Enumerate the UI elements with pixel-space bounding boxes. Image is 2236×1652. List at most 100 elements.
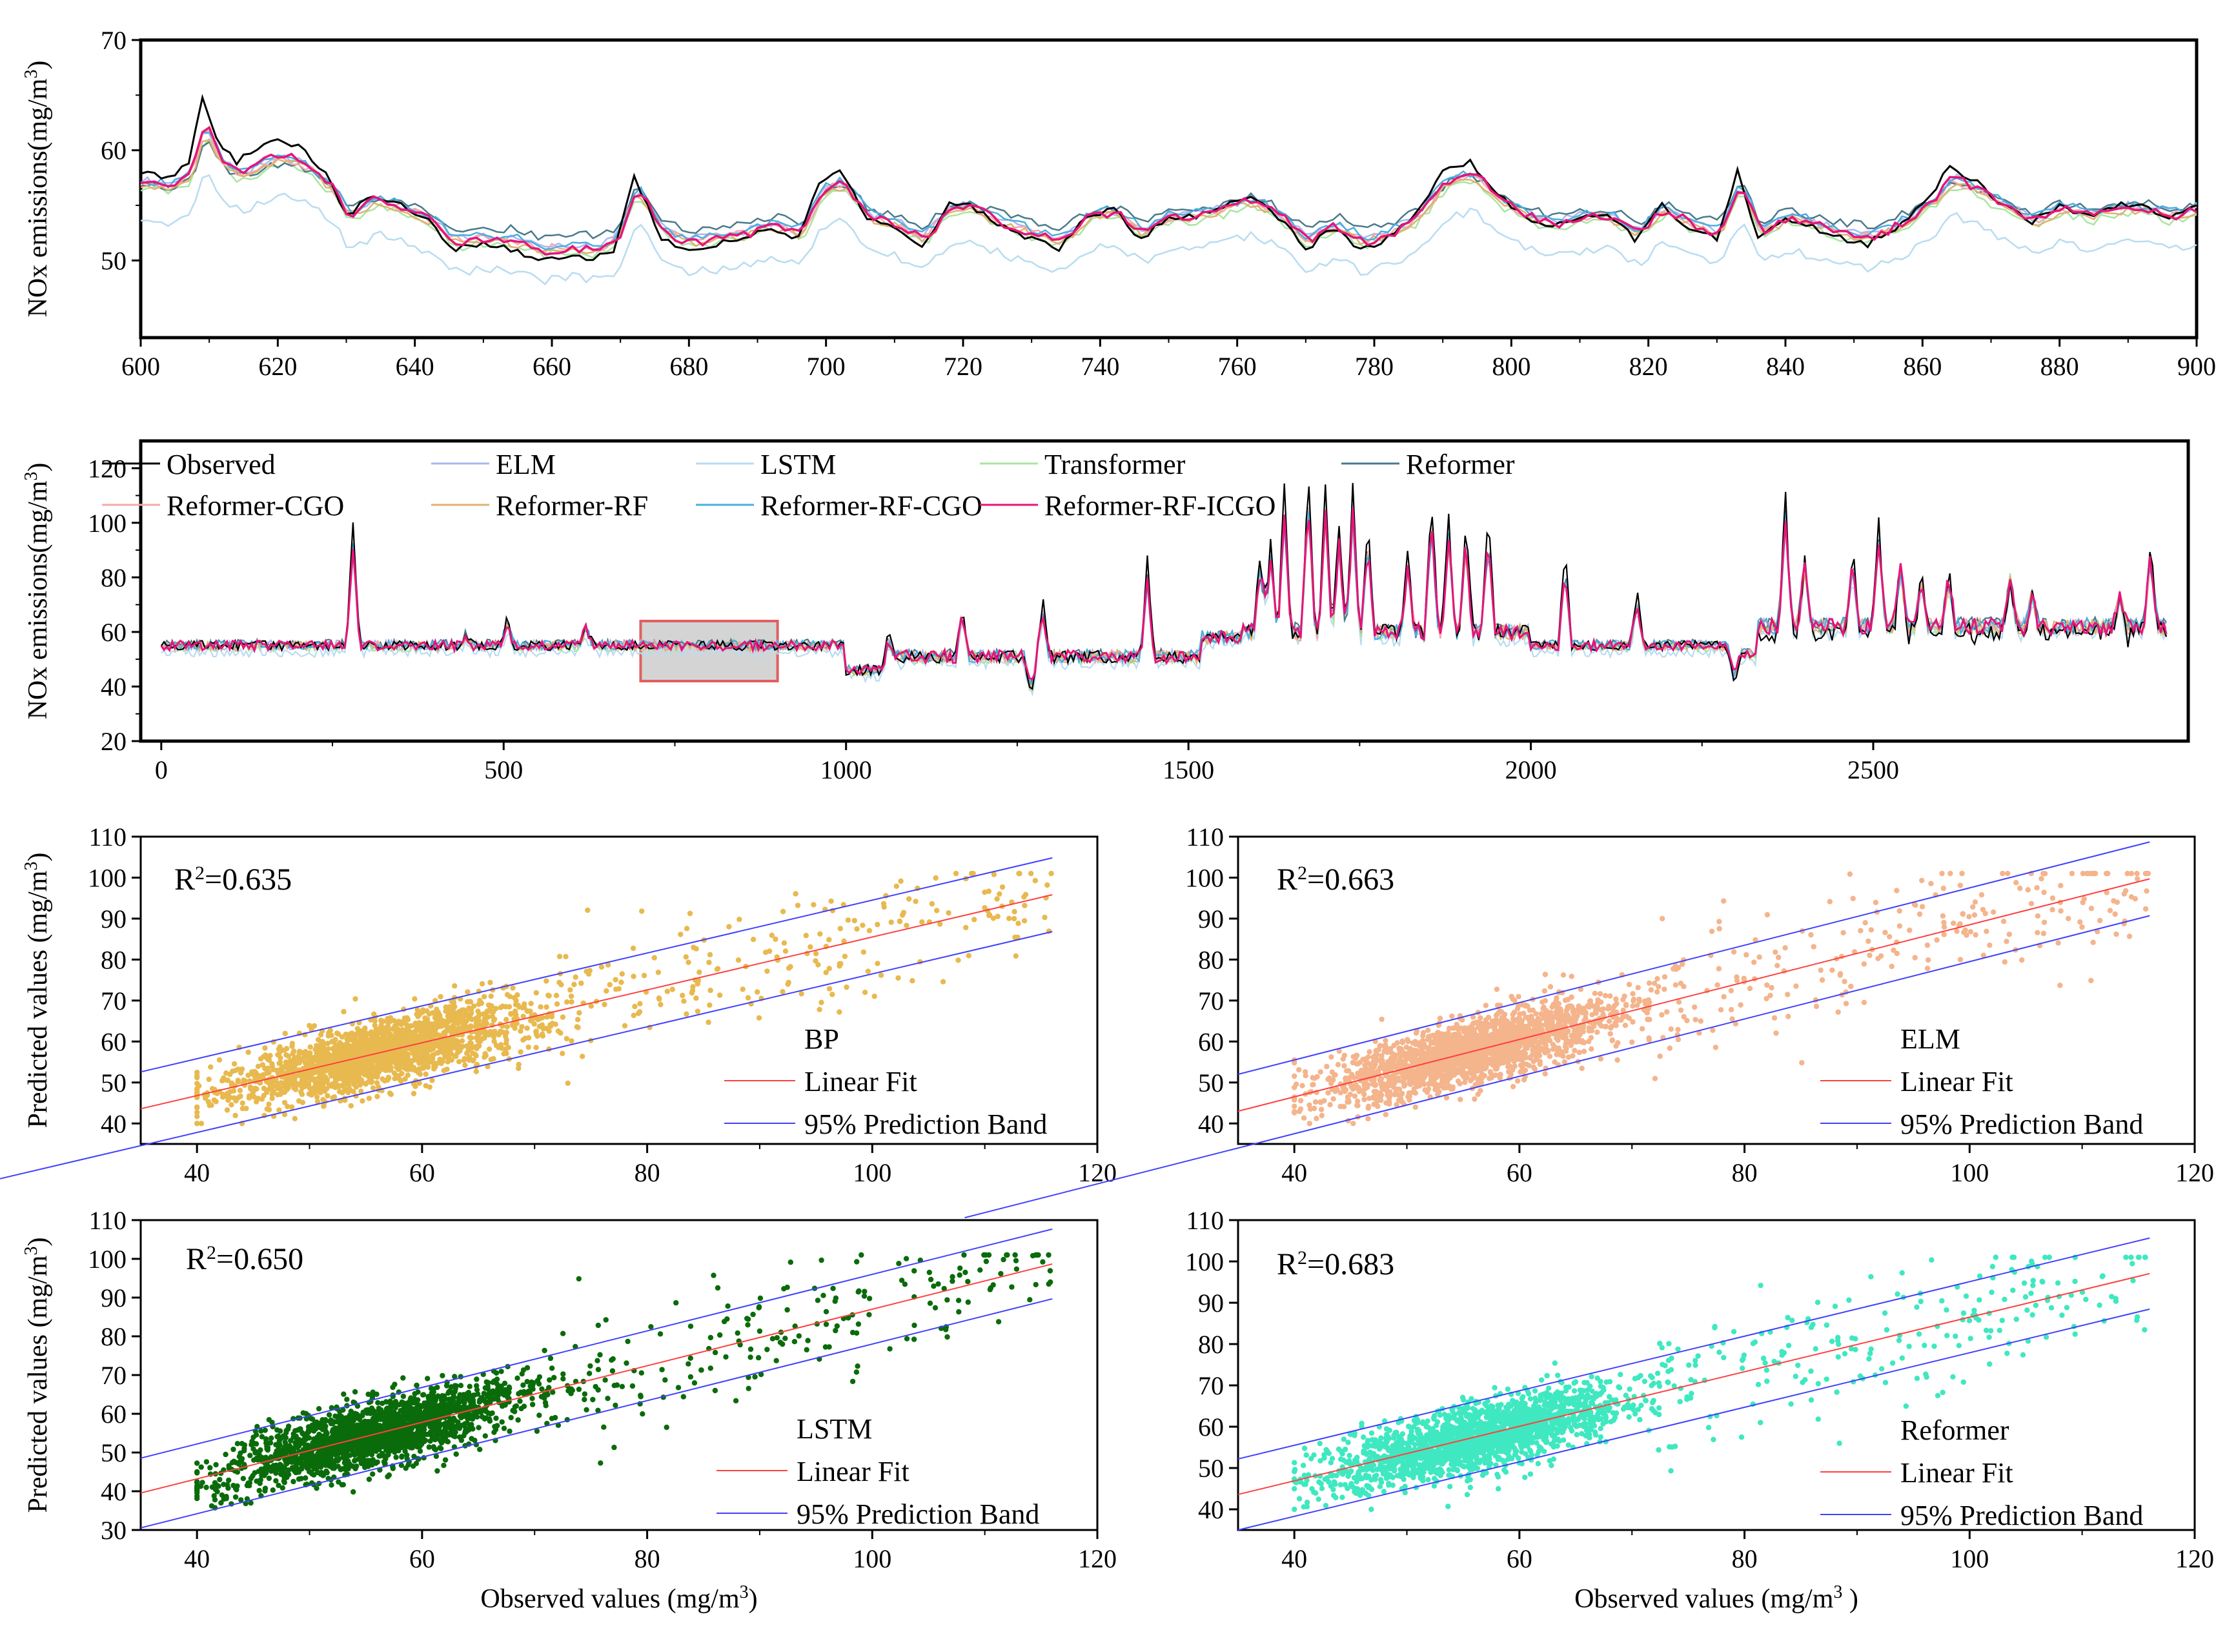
scatter-point [602, 1001, 607, 1008]
scatter-point [929, 901, 935, 907]
scatter-point [1292, 1085, 1297, 1090]
scatter-point [1015, 921, 1021, 926]
scatter-point [1496, 1059, 1501, 1065]
scatter-point [584, 968, 589, 974]
scatter-point [2090, 939, 2096, 946]
scatter-point [2111, 898, 2117, 904]
scatter-point [1623, 1001, 1629, 1008]
scatter-point [678, 932, 684, 937]
scatter-point [1729, 1016, 1735, 1022]
scatter-point [651, 955, 657, 961]
scatter-point [1785, 992, 1791, 997]
scatter-point [773, 1358, 779, 1363]
scatter-point [1606, 1003, 1612, 1010]
scatter-point [269, 1083, 274, 1088]
scatter-point [349, 1050, 354, 1056]
scatter-point [1479, 1039, 1485, 1045]
scatter-point [990, 915, 997, 921]
y-axis-label: Predicted values (mg/m3) [21, 853, 54, 1128]
scatter-point [1538, 1023, 1543, 1029]
scatter-point [514, 1375, 520, 1381]
scatter-point [595, 1322, 601, 1329]
scatter-point [1613, 1023, 1619, 1028]
scatter-point [756, 1015, 762, 1021]
scatter-point [525, 1044, 531, 1050]
scatter-point [1982, 910, 1988, 917]
scatter-point [1297, 1097, 1304, 1104]
r-squared-annotation: R2=0.635 [174, 862, 292, 897]
scatter-point [1579, 1065, 1585, 1072]
scatter-point [1450, 1046, 1456, 1052]
scatter-point [305, 1061, 310, 1067]
scatter-point [1412, 1104, 1418, 1110]
scatter-point [1535, 1015, 1541, 1022]
scatter-point [764, 968, 770, 974]
scatter-point [1443, 1052, 1450, 1057]
scatter-point [1563, 1046, 1569, 1052]
scatter-point [1514, 1046, 1519, 1052]
scatter-point [2088, 870, 2094, 877]
series-line-observed [160, 483, 2168, 691]
scatter-point [1837, 971, 1844, 977]
x-axis-label-sup: 3 [740, 1582, 749, 1602]
scatter-point [707, 1002, 713, 1008]
scatter-point [1486, 1036, 1492, 1042]
scatter-point [567, 987, 573, 993]
scatter-point [416, 1068, 422, 1074]
scatter-point [1576, 1050, 1582, 1055]
scatter-point [1621, 994, 1627, 999]
scatter-point [320, 1039, 325, 1045]
y-axis-label-main: Predicted values (mg/m [23, 870, 53, 1128]
r2-symbol: R [174, 862, 195, 897]
scatter-point [1383, 1042, 1388, 1048]
scatter-point [2134, 870, 2140, 877]
scatter-point [1562, 997, 1569, 1003]
scatter-point [360, 1098, 365, 1104]
x-tick-label: 860 [1903, 352, 1942, 381]
scatter-point [374, 1094, 380, 1099]
scatter-point [496, 1045, 502, 1050]
scatter-point [459, 1043, 465, 1050]
scatter-point [1351, 1075, 1357, 1081]
scatter-point [503, 1030, 509, 1035]
scatter-point [281, 1089, 287, 1096]
scatter-point [388, 1043, 394, 1049]
x-tick-label: 660 [533, 352, 571, 381]
scatter-point [999, 884, 1006, 890]
y-tick-label: 20 [101, 727, 127, 756]
scatter-point [1511, 1010, 1518, 1015]
scatter-point [995, 913, 1001, 919]
series-line-reformer [140, 140, 2197, 241]
scatter-point [388, 1033, 394, 1039]
scatter-point [1756, 954, 1762, 960]
scatter-point [1924, 965, 1931, 972]
scatter-point [461, 1057, 467, 1063]
scatter-point [556, 953, 563, 959]
scatter-point [508, 1414, 514, 1421]
y-tick-label: 80 [101, 945, 127, 974]
scatter-chart-lstm: 40 60 80 100 12030405060708090100110Predicte… [21, 1206, 1117, 1614]
scatter-point [1319, 1112, 1325, 1119]
scatter-point [465, 989, 471, 995]
series-line-reformer-rf [140, 139, 2197, 254]
scatter-point [366, 1096, 372, 1101]
y-tick-label: 50 [101, 1438, 127, 1467]
scatter-point [403, 1027, 409, 1033]
scatter-point [430, 1010, 436, 1016]
scatter-point [516, 1061, 522, 1068]
y-tick-label: 110 [88, 822, 127, 851]
scatter-point [1716, 919, 1722, 924]
y-tick-label: 90 [1198, 904, 1224, 933]
scatter-point [393, 1454, 399, 1460]
scatter-point [1646, 1035, 1652, 1041]
scatter-point [568, 994, 574, 999]
scatter-point [524, 1025, 530, 1031]
scatter-point [1421, 1081, 1427, 1087]
scatter-point [813, 958, 818, 964]
scatter-point [2042, 871, 2048, 877]
scatter-point [283, 1059, 289, 1065]
scatter-point [1631, 998, 1636, 1004]
scatter-point [1595, 997, 1601, 1003]
scatter-point [387, 1090, 393, 1096]
scatter-point [229, 1102, 234, 1108]
